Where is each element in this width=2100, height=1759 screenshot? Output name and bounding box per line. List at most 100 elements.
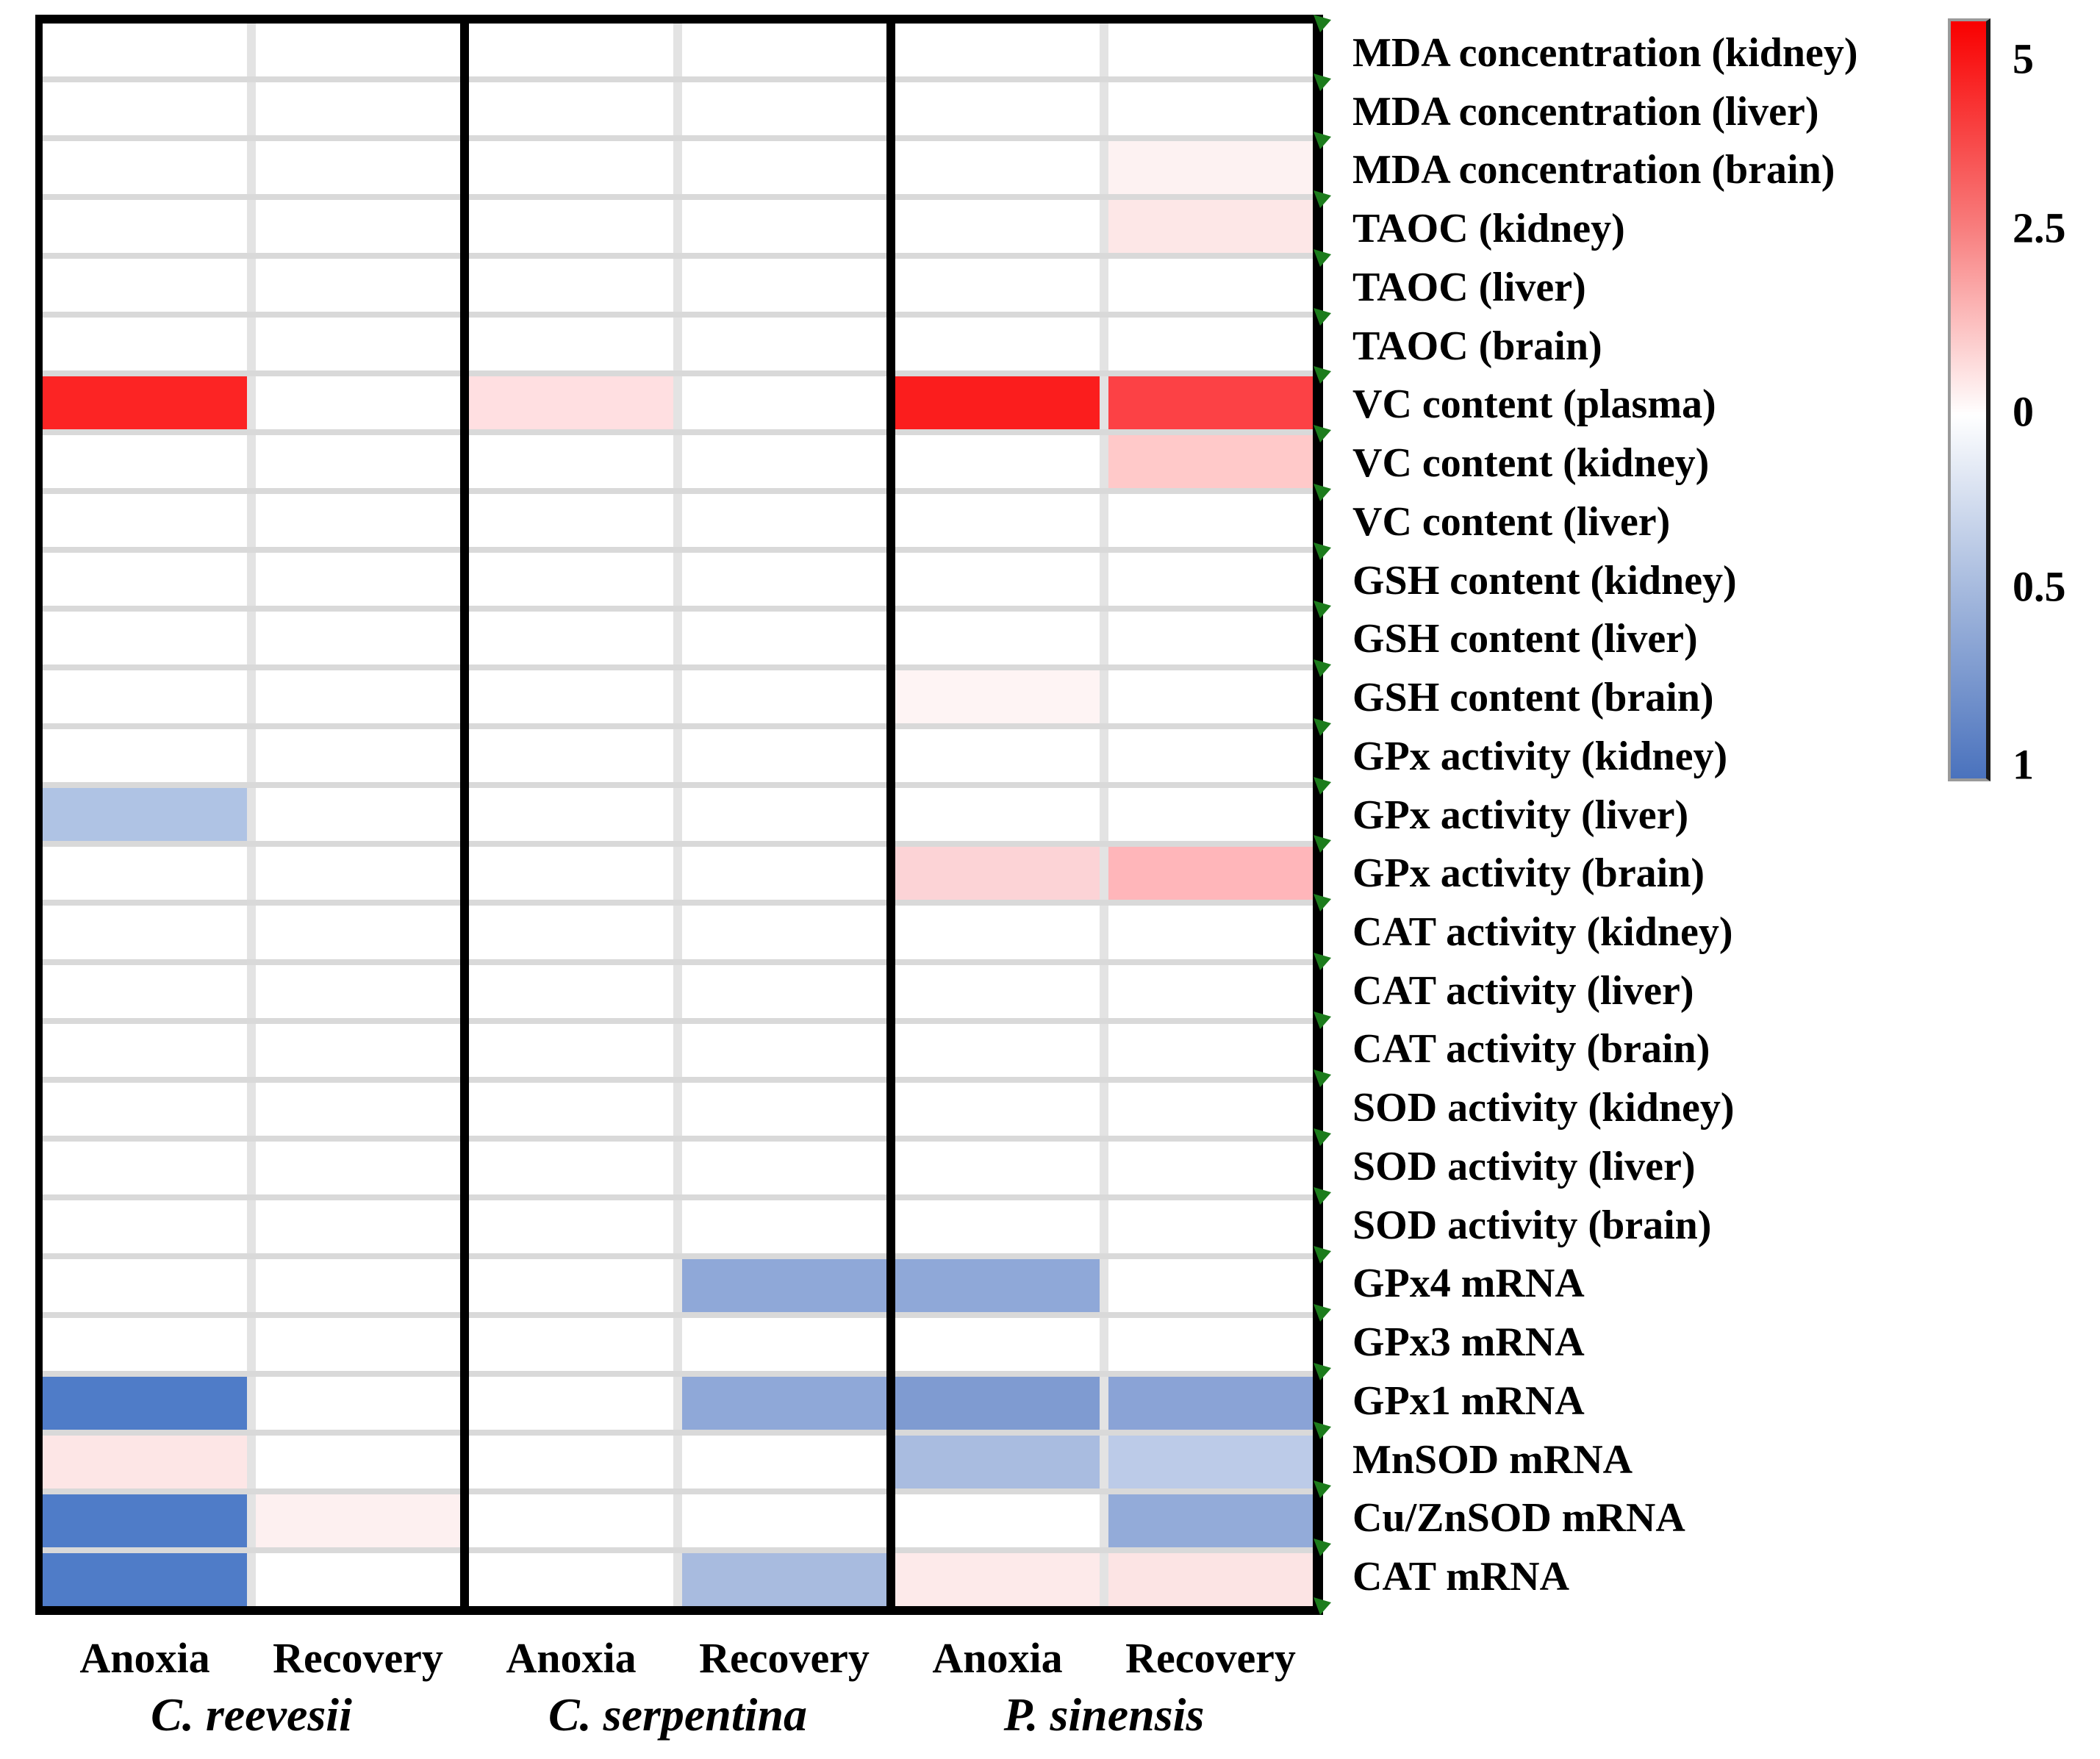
heatmap-row [43,1023,1313,1083]
column-divider [247,1494,256,1547]
heatmap-cell [469,1552,673,1606]
column-divider [673,1200,682,1253]
heatmap-cell [469,494,673,548]
heatmap-cell [256,24,460,77]
column-divider [1100,494,1108,548]
heatmap-cell [43,24,247,77]
heatmap-cell [43,1552,247,1606]
heatmap-cell [469,1141,673,1194]
row-label: SOD activity (kidney) [1352,1085,1735,1131]
column-divider [673,1376,682,1430]
column-divider [673,318,682,371]
heatmap-cell [895,259,1100,312]
column-divider [247,553,256,606]
heatmap-row [43,376,1313,436]
heatmap-cell [469,200,673,254]
heatmap-cell [256,1317,460,1371]
column-divider [247,24,256,77]
heatmap-row [43,1258,1313,1318]
row-marker-icon [1313,1069,1332,1088]
row-marker-icon [1313,131,1332,150]
heatmap-cell [682,1141,886,1194]
column-divider [247,82,256,136]
heatmap-cell [682,435,886,489]
row-marker-icon [1313,776,1332,795]
heatmap-cell [682,1258,886,1312]
heatmap-cell [43,553,247,606]
heatmap-row [43,318,1313,377]
heatmap-cell [1108,259,1313,312]
heatmap-cell [256,200,460,254]
heatmap-cell [256,1200,460,1253]
row-marker-icon [1313,307,1332,326]
heatmap-cell [256,1552,460,1606]
column-divider [673,729,682,783]
heatmap-cell [256,847,460,900]
column-divider [1100,788,1108,842]
heatmap-cell [469,1435,673,1488]
heatmap-cell [256,729,460,783]
heatmap-row [43,1494,1313,1553]
row-marker-icon [1313,1011,1332,1030]
column-divider [1100,1376,1108,1430]
heatmap-cell [43,376,247,430]
column-divider [247,729,256,783]
heatmap-cell [682,24,886,77]
heatmap-row [43,1376,1313,1436]
row-label: GSH content (brain) [1352,675,1714,721]
heatmap-cell [1108,553,1313,606]
heatmap-cell [43,1023,247,1077]
heatmap-cell [895,1082,1100,1136]
colorbar-tick-label: 0 [2013,387,2034,436]
heatmap-cell [895,612,1100,665]
column-divider [247,1552,256,1606]
heatmap-row [43,788,1313,848]
row-label: GPx4 mRNA [1352,1261,1585,1307]
heatmap-cell [895,729,1100,783]
column-divider [1100,200,1108,254]
heatmap-cell [256,318,460,371]
column-divider [247,494,256,548]
row-label: MDA concentration (liver) [1352,88,1819,135]
column-divider [247,1435,256,1488]
heatmap-cell [469,553,673,606]
heatmap-cell [682,1435,886,1488]
column-divider [247,435,256,489]
column-divider [1100,670,1108,724]
heatmap-cell [256,964,460,1018]
row-marker-icon [1313,1480,1332,1499]
x-axis-condition-label: Anoxia [506,1634,637,1682]
row-label: CAT activity (kidney) [1352,909,1733,955]
column-divider [247,259,256,312]
heatmap-cell [1108,964,1313,1018]
heatmap-cell [895,24,1100,77]
heatmap-cell [682,1494,886,1547]
heatmap-row [43,1141,1313,1200]
row-label: GPx activity (liver) [1352,792,1689,838]
column-divider [673,141,682,195]
column-divider [247,788,256,842]
heatmap-cell [469,376,673,430]
column-divider [247,1082,256,1136]
column-divider [673,1435,682,1488]
x-axis-condition-label: Recovery [273,1634,443,1682]
column-divider [673,847,682,900]
row-label: TAOC (liver) [1352,264,1586,310]
heatmap-cell [895,1141,1100,1194]
column-divider [673,435,682,489]
heatmap-cell [1108,1082,1313,1136]
heatmap-cell [1108,376,1313,430]
heatmap-cell [895,1494,1100,1547]
column-divider [247,847,256,900]
row-marker-icon [1313,834,1332,853]
heatmap-row [43,141,1313,201]
column-divider [1100,435,1108,489]
row-label: TAOC (kidney) [1352,206,1625,252]
row-label: GPx activity (kidney) [1352,733,1728,779]
row-marker-icon [1313,14,1332,33]
heatmap-cell [1108,200,1313,254]
heatmap-cell [256,612,460,665]
heatmap-cell [256,1141,460,1194]
heatmap-cell [1108,670,1313,724]
column-divider [1100,1258,1108,1312]
